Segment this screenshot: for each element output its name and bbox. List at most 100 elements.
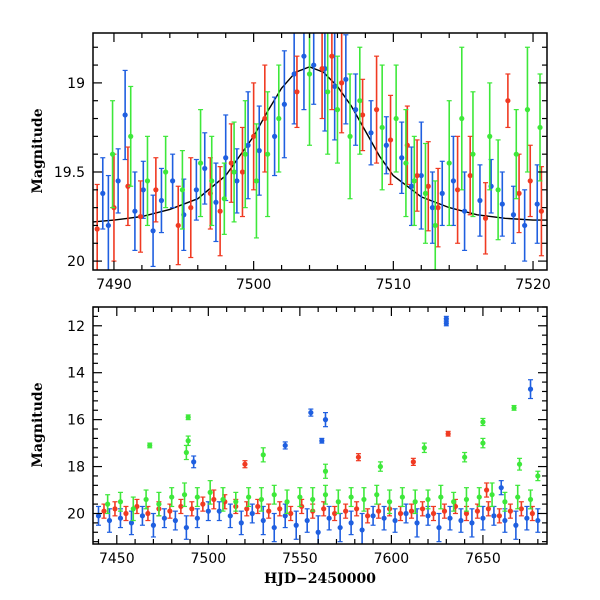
bottom-data-point [310,496,316,503]
bottom-data-point [271,524,277,531]
bottom-data-point [359,527,365,533]
top-series-1 [94,33,545,270]
top-data-point [446,160,452,166]
top-data-point [128,133,134,139]
bottom-data-point [502,517,508,524]
bottom-data-point [185,438,191,444]
top-data-point [399,155,405,161]
bottom-data-point [260,517,266,524]
bottom-data-point [143,496,149,503]
bottom-data-point [95,513,102,519]
bottom-series-0 [95,315,541,544]
bottom-data-point [463,510,470,517]
bottom-data-point [511,405,517,411]
bottom-y-tick-label: 18 [67,460,85,476]
top-data-point [179,187,186,193]
top-panel-frame [92,32,548,271]
top-data-point [202,165,208,172]
top-data-point [197,160,204,166]
top-data-point [115,178,121,184]
top-data-point [505,98,511,104]
bottom-data-point [430,510,437,517]
bottom-data-point [425,513,431,519]
top-data-point [281,101,287,107]
bottom-panel-frame [92,306,548,545]
top-data-point [334,107,341,113]
bottom-data-point [535,517,541,524]
bottom-data-point [386,499,393,505]
bottom-data-point [445,431,451,437]
bottom-data-point [348,494,354,500]
top-data-point [158,197,165,204]
top-data-point [251,133,257,139]
top-data-point [482,215,489,221]
bottom-data-point [489,492,495,498]
top-data-point [408,183,415,189]
bottom-data-point [167,508,173,514]
bottom-data-point [381,515,387,521]
bottom-data-point [260,452,266,458]
bottom-series-2 [105,404,541,522]
bottom-data-point [502,499,508,505]
bottom-data-point [524,515,530,521]
top-data-point [510,212,517,218]
bottom-data-point [249,510,255,517]
top-data-point [513,151,519,157]
top-data-point [516,190,522,196]
bottom-data-point [480,515,486,521]
bottom-data-point [337,524,343,531]
top-data-point [487,133,493,139]
bottom-data-point [463,496,470,503]
bottom-data-point [469,520,475,526]
bottom-data-point [319,438,325,444]
top-axis-ticks: 7490 7500 7510 7520 19 19.5 20 [54,33,551,293]
bottom-y-tick-label: 20 [67,506,85,522]
top-data-point [383,142,389,148]
bottom-data-point [374,492,380,498]
bottom-data-point [128,520,135,526]
bottom-data-point [354,506,360,512]
bottom-data-point [181,492,188,498]
top-data-point [228,160,234,166]
top-data-point [393,115,399,122]
top-data-point [188,205,194,211]
bottom-data-point [343,508,349,514]
bottom-data-point [315,529,321,535]
top-data-point [524,107,531,113]
top-data-point [339,80,345,86]
bottom-data-point [101,508,107,514]
bottom-data-point [238,520,244,526]
bottom-data-point [271,492,277,498]
top-data-point [132,208,138,214]
bottom-data-point [194,494,200,500]
top-data-point [242,151,248,157]
top-data-point [109,151,116,157]
bottom-data-point [205,508,211,514]
bottom-data-point [227,513,233,519]
bottom-data-point [348,520,354,526]
bottom-data-point [412,499,418,505]
top-data-point [461,208,468,214]
top-data-point [221,196,227,202]
bottom-data-point [242,461,248,467]
bottom-data-point [370,513,376,519]
top-data-point [256,148,262,154]
bottom-data-point [183,449,189,456]
top-data-point [209,178,215,184]
bottom-y-tick-label: 14 [67,366,85,382]
top-data-point [418,172,424,179]
top-data-point [495,187,501,193]
bottom-data-point [476,494,482,500]
top-series-0 [100,33,540,270]
top-data-point [522,222,528,229]
top-data-point [538,208,545,214]
bottom-data-point [485,506,492,512]
bottom-x-tick-label: 7450 [99,551,135,567]
bottom-data-point [130,506,136,512]
bottom-data-point [246,494,252,500]
top-light-curve-panel: 7490 7500 7510 7520 19 19.5 20 Magnitude [30,32,551,293]
bottom-data-point [392,517,398,524]
top-data-point [325,89,331,95]
bottom-data-point [178,503,184,510]
top-y-tick-label: 19.5 [54,165,85,181]
